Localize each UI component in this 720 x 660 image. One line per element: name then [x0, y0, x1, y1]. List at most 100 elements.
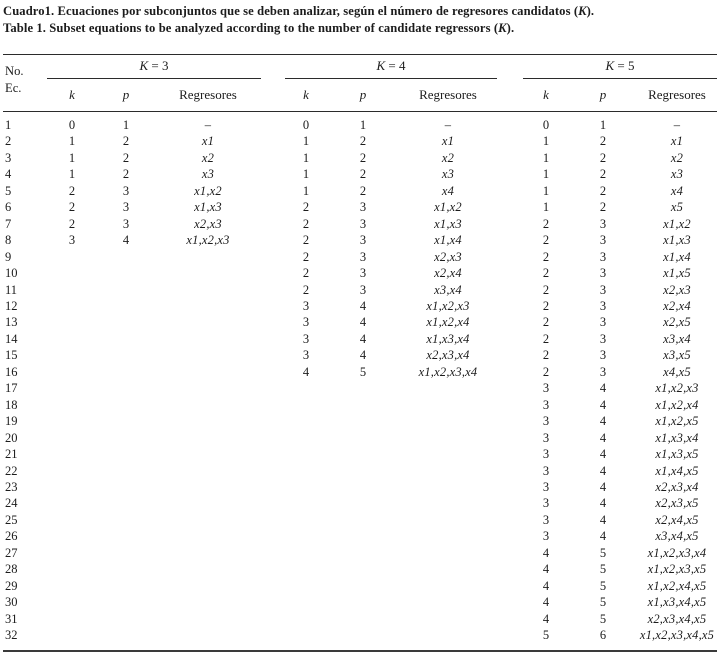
cell-regresores — [399, 528, 497, 544]
cell-eq-number: 10 — [5, 266, 18, 281]
cell-eq-number: 8 — [5, 233, 12, 248]
table-row: 3 1 2 x2 1 2 x2 1 2 x2 — [3, 150, 717, 166]
cell-regresores: x1,x3 — [194, 200, 222, 215]
cell-k: 3 — [68, 233, 76, 248]
cell-eq-number: 19 — [5, 414, 18, 429]
cell-eq-number: 14 — [5, 331, 18, 346]
table-row: 10 2 3 x2,x4 2 3 x1,x5 — [3, 265, 717, 281]
cell-p — [327, 413, 399, 429]
cell-regresores — [155, 397, 261, 413]
column-gap — [261, 364, 285, 380]
cell-regresores — [399, 512, 497, 528]
cell-p: 4 — [359, 348, 367, 363]
cell-k — [47, 380, 97, 396]
cell-p: 2 — [359, 183, 367, 198]
cell-k — [285, 545, 327, 561]
cell-eq-number: 28 — [5, 562, 18, 577]
cell-p: 2 — [599, 200, 607, 215]
cell-k: 2 — [302, 266, 310, 281]
cell-k: 2 — [302, 216, 310, 231]
column-gap — [261, 265, 285, 281]
cell-k — [285, 430, 327, 446]
cell-regresores: x1,x4 — [663, 249, 691, 264]
cell-p: 3 — [122, 200, 130, 215]
table-row: 19 3 4 x1,x2,x5 — [3, 413, 717, 429]
table-row: 31 4 5 x2,x3,x4,x5 — [3, 611, 717, 627]
cell-k: 4 — [542, 578, 550, 593]
cell-regresores: x2,x3 — [194, 216, 222, 231]
cell-eq-number: 26 — [5, 529, 18, 544]
cell-p — [327, 594, 399, 610]
column-gap — [497, 249, 523, 265]
cell-regresores — [399, 578, 497, 594]
cell-regresores — [399, 479, 497, 495]
table-caption-en: Table 1. Subset equations to be analyzed… — [3, 20, 717, 37]
column-gap — [261, 331, 285, 347]
cell-k — [47, 611, 97, 627]
cell-k — [285, 627, 327, 650]
cell-p: 4 — [359, 331, 367, 346]
cell-p: 3 — [599, 233, 607, 248]
cell-k — [47, 495, 97, 511]
cell-regresores: x1,x2,x3,x4,x5 — [639, 628, 715, 643]
cell-k: 1 — [542, 150, 550, 165]
cell-regresores — [399, 611, 497, 627]
cell-p — [97, 249, 155, 265]
cell-k: 1 — [302, 134, 310, 149]
column-gap — [497, 282, 523, 298]
group-header-row: No. K = 3 K = 4 K = 5 — [3, 54, 717, 79]
cell-p: 2 — [599, 150, 607, 165]
cell-regresores: x1,x3 — [663, 233, 691, 248]
cell-p: 3 — [359, 216, 367, 231]
table-row: 26 3 4 x3,x4,x5 — [3, 528, 717, 544]
cell-k: 2 — [542, 315, 550, 330]
cell-k: 4 — [302, 364, 310, 379]
table-row: 5 2 3 x1,x2 1 2 x4 1 2 x4 — [3, 183, 717, 199]
column-gap — [261, 479, 285, 495]
cell-k: 3 — [542, 463, 550, 478]
cell-k: 1 — [542, 134, 550, 149]
cell-k — [47, 265, 97, 281]
column-gap — [497, 298, 523, 314]
cell-k — [47, 594, 97, 610]
cell-p: 4 — [599, 529, 607, 544]
cell-regresores — [155, 331, 261, 347]
column-gap — [261, 78, 285, 112]
cell-regresores: x3 — [441, 167, 455, 182]
group-header-k3: K = 3 — [47, 54, 261, 79]
k5-symbol: K — [605, 58, 615, 73]
cell-p: 3 — [599, 249, 607, 264]
cell-regresores — [399, 627, 497, 650]
cell-p: 4 — [599, 479, 607, 494]
cell-eq-number: 27 — [5, 545, 18, 560]
cell-regresores: – — [673, 118, 681, 132]
table-row: 30 4 5 x1,x3,x4,x5 — [3, 594, 717, 610]
cell-p — [97, 380, 155, 396]
group-header-k4: K = 4 — [285, 54, 497, 79]
cell-regresores: x1,x3 — [434, 216, 462, 231]
cell-p — [97, 265, 155, 281]
cell-eq-number: 22 — [5, 463, 18, 478]
col-header-k5-regresores: Regresores — [637, 78, 717, 112]
cell-regresores: x1,x2,x4 — [426, 315, 470, 330]
cell-k — [285, 512, 327, 528]
cell-regresores: x3,x4,x5 — [655, 529, 699, 544]
cell-p: 3 — [599, 298, 607, 313]
cell-k: 3 — [542, 479, 550, 494]
caption-en-end: ). — [506, 20, 515, 35]
cell-p — [327, 463, 399, 479]
column-gap — [497, 364, 523, 380]
cell-p — [327, 528, 399, 544]
cell-regresores: x5 — [670, 200, 684, 215]
cell-p: 1 — [599, 118, 607, 132]
cell-k: 3 — [542, 512, 550, 527]
cell-k — [47, 512, 97, 528]
table-header: No. K = 3 K = 4 K = 5 Ec. k p Regresores… — [3, 54, 717, 112]
cell-eq-number: 32 — [5, 628, 18, 643]
column-gap — [497, 347, 523, 363]
table-row: 20 3 4 x1,x3,x4 — [3, 430, 717, 446]
cell-p — [97, 331, 155, 347]
column-gap — [261, 133, 285, 149]
table-row: 16 4 5 x1,x2,x3,x4 2 3 x4,x5 — [3, 364, 717, 380]
cell-p: 5 — [599, 545, 607, 560]
